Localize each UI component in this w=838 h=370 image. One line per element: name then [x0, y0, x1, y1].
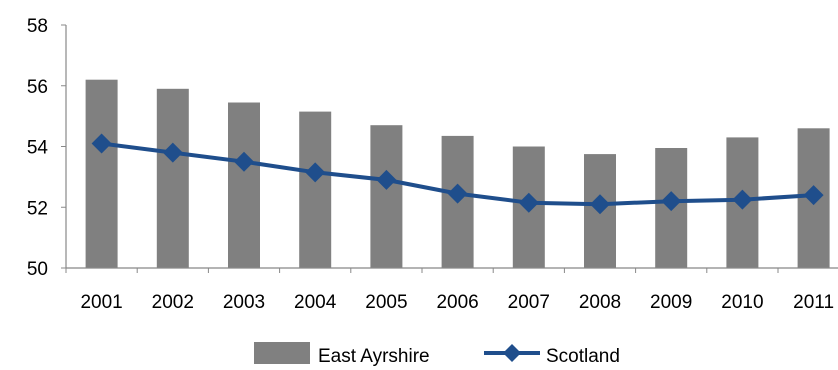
scotland-point-2010: [732, 189, 753, 210]
bar-2002: [156, 88, 189, 268]
scotland-point-2007: [518, 192, 539, 213]
x-tick-label-2007: 2007: [508, 292, 550, 313]
x-tick-label-2003: 2003: [223, 292, 265, 313]
legend-marker-scotland: [503, 344, 521, 362]
y-tick-label-54: 54: [27, 138, 49, 159]
bar-2003: [228, 102, 260, 268]
scotland-point-2009: [661, 191, 682, 212]
x-axis-ticks: 2001 2002 2003 2004 2005 2006 2007 2008 2009 2010…: [80, 292, 834, 313]
y-tick-label-52: 52: [27, 198, 48, 219]
x-tick-label-2005: 2005: [365, 292, 407, 313]
legend-label-scotland: Scotland: [546, 346, 620, 367]
scotland-point-2008: [590, 194, 610, 215]
line-series-scotland: [91, 133, 824, 215]
scotland-point-2003: [234, 151, 254, 172]
bar-2001: [85, 79, 118, 268]
y-tick-label-56: 56: [27, 77, 48, 98]
scotland-point-2005: [376, 169, 397, 190]
x-tick-label-2011: 2011: [793, 292, 834, 313]
y-tick-label-50: 50: [27, 259, 48, 280]
x-tick-label-2002: 2002: [152, 292, 194, 313]
y-axis-ticks: 50 52 54 56 58: [27, 16, 49, 280]
bar-2005: [370, 125, 403, 268]
axes: [61, 24, 838, 273]
scotland-point-2004: [305, 162, 326, 183]
x-tick-label-2001: 2001: [80, 292, 122, 313]
scotland-point-2001: [91, 133, 112, 154]
scotland-point-2002: [162, 142, 183, 163]
bar-2004: [299, 111, 332, 268]
y-tick-label-58: 58: [27, 16, 48, 37]
x-tick-label-2004: 2004: [294, 292, 337, 313]
x-tick-label-2010: 2010: [721, 292, 763, 313]
x-tick-label-2008: 2008: [579, 292, 621, 313]
scotland-point-2006: [447, 183, 468, 204]
x-tick-label-2009: 2009: [650, 292, 692, 313]
legend-swatch-east-ayrshire: [254, 342, 310, 364]
bar-series-east-ayrshire: [85, 79, 830, 268]
legend-label-east-ayrshire: East Ayrshire: [318, 346, 430, 367]
x-tick-label-2006: 2006: [436, 292, 478, 313]
scotland-point-2011: [803, 185, 824, 206]
legend: East Ayrshire Scotland: [254, 342, 620, 367]
